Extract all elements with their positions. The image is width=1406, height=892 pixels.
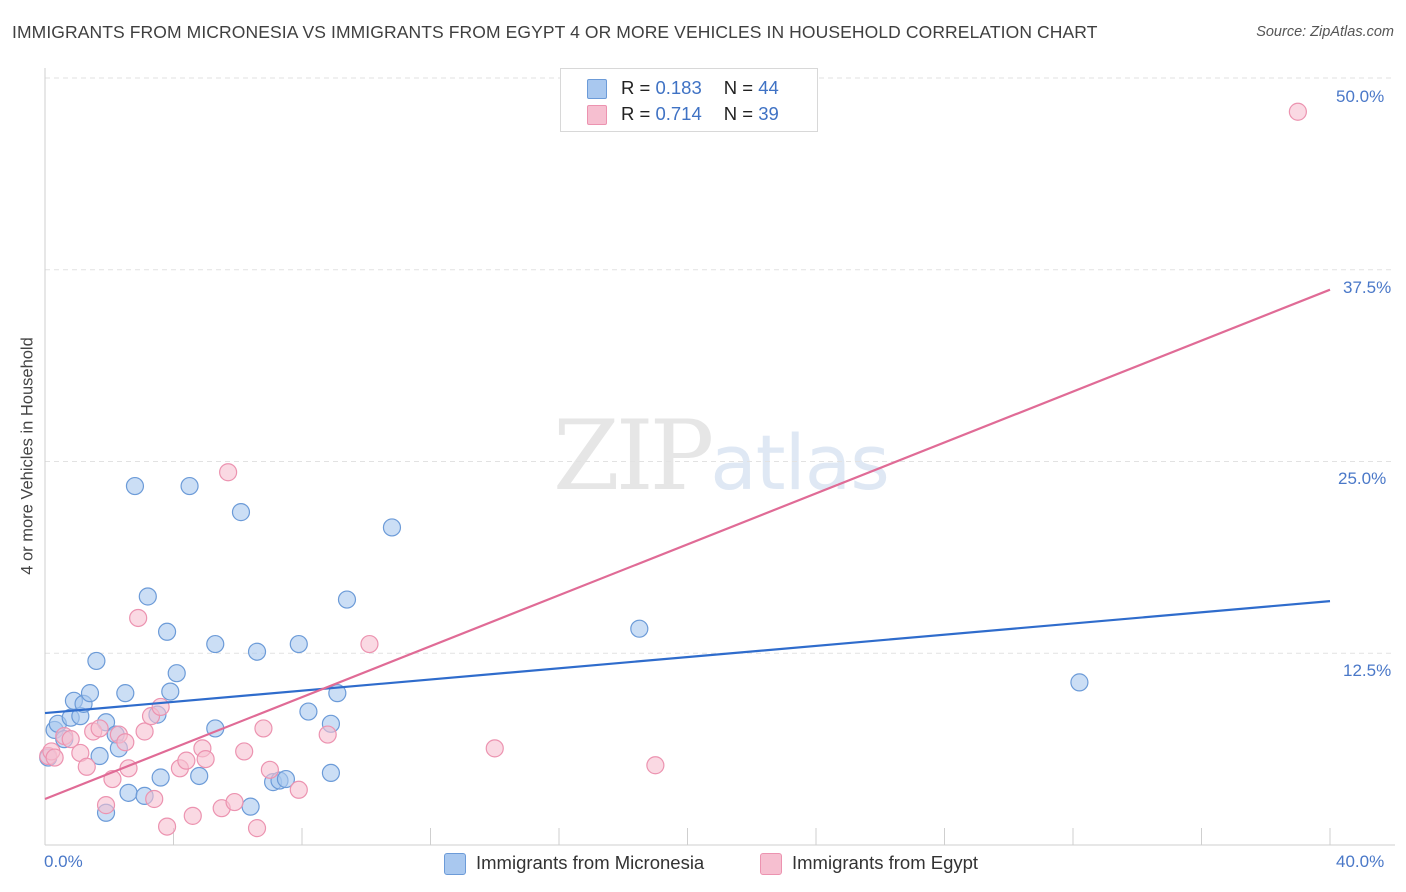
point-micronesia-24 — [167, 664, 186, 683]
legend-n-value-micronesia: 44 — [758, 77, 779, 98]
y-axis-label: 4 or more Vehicles in Household — [18, 337, 37, 575]
x-tick-label-max: 40.0% — [1336, 852, 1385, 871]
legend-r-value-micronesia: 0.183 — [655, 77, 702, 98]
point-micronesia-43 — [1070, 673, 1089, 692]
point-micronesia-34 — [276, 769, 296, 789]
point-micronesia-21 — [151, 768, 170, 787]
y-tick-label-37-5: 37.5% — [1343, 278, 1392, 297]
point-egypt-14 — [129, 608, 148, 628]
point-micronesia-23 — [161, 682, 180, 701]
point-micronesia-29 — [231, 503, 251, 522]
y-tick-label-25: 25.0% — [1338, 469, 1387, 488]
point-egypt-21 — [177, 751, 196, 770]
x-tick-label-min: 0.0% — [44, 852, 83, 871]
legend-text-micronesia: R = 0.183 N = 44 — [621, 77, 779, 99]
legend-r-value-egypt: 0.714 — [655, 103, 702, 124]
series-label-egypt: Immigrants from Egypt — [792, 852, 979, 873]
point-micronesia-41 — [382, 518, 402, 537]
point-micronesia-31 — [247, 642, 267, 661]
trend-line-micronesia — [44, 599, 1331, 715]
chart-title: IMMIGRANTS FROM MICRONESIA VS IMMIGRANTS… — [12, 22, 1098, 42]
point-egypt-37 — [1288, 102, 1307, 121]
y-tick-label-50: 50.0% — [1336, 87, 1385, 106]
point-egypt-29 — [247, 819, 267, 838]
point-egypt-27 — [225, 792, 244, 812]
point-micronesia-22 — [157, 622, 177, 641]
source-label: Source: ZipAtlas.com — [1256, 24, 1394, 40]
point-micronesia-10 — [90, 746, 109, 766]
point-micronesia-15 — [116, 684, 135, 703]
point-micronesia-35 — [289, 634, 308, 654]
point-micronesia-27 — [206, 634, 225, 654]
point-micronesia-9 — [87, 651, 106, 671]
point-micronesia-30 — [241, 797, 260, 816]
point-egypt-4 — [61, 730, 80, 749]
point-egypt-9 — [96, 796, 116, 815]
legend-text-egypt: R = 0.714 N = 39 — [621, 103, 779, 125]
point-micronesia-17 — [125, 476, 145, 496]
series-swatch-egypt — [760, 853, 782, 875]
point-egypt-35 — [485, 739, 504, 758]
grid-layer — [45, 77, 1395, 654]
axis-layer — [44, 68, 1395, 846]
trend-line-egypt — [44, 288, 1331, 801]
point-egypt-15 — [135, 722, 154, 741]
legend-n-value-egypt: 39 — [758, 103, 779, 124]
point-egypt-30 — [254, 719, 273, 738]
point-micronesia-26 — [190, 766, 209, 786]
trend-layer — [44, 288, 1331, 801]
point-egypt-18 — [151, 697, 170, 717]
point-egypt-8 — [90, 719, 109, 738]
point-egypt-19 — [157, 817, 177, 836]
series-label-micronesia: Immigrants from Micronesia — [476, 852, 705, 873]
point-egypt-31 — [260, 760, 279, 779]
watermark-zip: ZIP — [553, 400, 714, 512]
point-egypt-36 — [646, 756, 665, 775]
point-micronesia-19 — [138, 587, 157, 606]
point-egypt-34 — [360, 634, 379, 654]
legend-r-label: R = — [621, 103, 656, 124]
legend-swatch-egypt — [587, 105, 607, 125]
point-micronesia-8 — [80, 684, 100, 703]
legend-n-label: N = — [723, 103, 759, 124]
series-swatch-micronesia — [444, 853, 466, 875]
watermark: ZIPatlas — [553, 400, 890, 512]
point-egypt-22 — [183, 806, 202, 825]
point-egypt-6 — [77, 757, 96, 776]
point-micronesia-40 — [337, 590, 357, 609]
correlation-legend: R = 0.183 N = 44 R = 0.714 N = 39 — [560, 68, 818, 132]
point-egypt-2 — [45, 748, 64, 767]
legend-r-label: R = — [621, 77, 656, 98]
point-egypt-12 — [116, 733, 135, 752]
point-egypt-26 — [219, 463, 238, 482]
point-micronesia-25 — [180, 476, 199, 496]
legend-n-label: N = — [723, 77, 759, 98]
y-tick-label-12-5: 12.5% — [1343, 661, 1392, 680]
point-egypt-24 — [196, 749, 215, 769]
point-micronesia-16 — [119, 783, 138, 802]
point-micronesia-36 — [299, 702, 318, 721]
point-egypt-33 — [318, 725, 337, 744]
points-layer — [39, 102, 1307, 838]
legend-swatch-micronesia — [587, 79, 607, 99]
watermark-atlas: atlas — [710, 418, 890, 507]
point-egypt-28 — [235, 742, 254, 761]
point-egypt-32 — [289, 780, 308, 799]
point-egypt-17 — [145, 789, 164, 809]
point-micronesia-37 — [321, 763, 341, 783]
point-micronesia-42 — [630, 619, 649, 638]
